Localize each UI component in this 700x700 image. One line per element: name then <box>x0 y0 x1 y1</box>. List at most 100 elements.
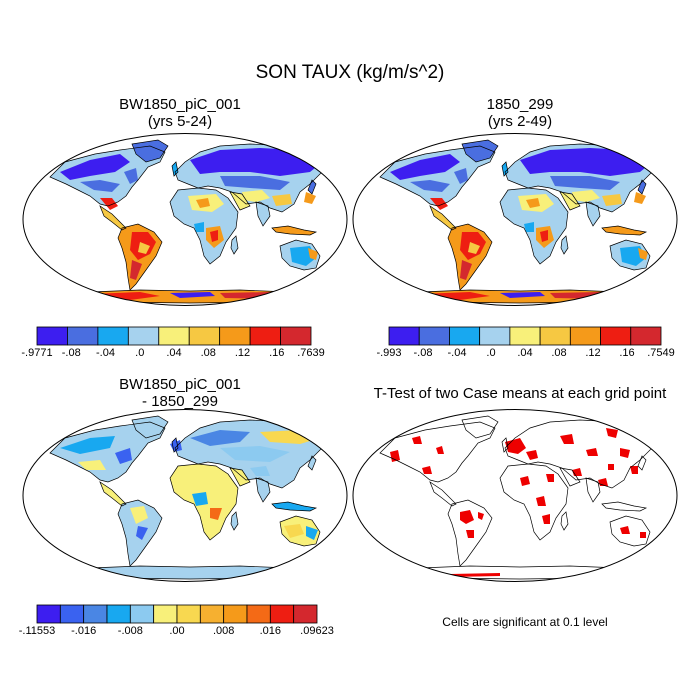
coastline-sa <box>447 223 493 291</box>
coastline-nz <box>325 263 337 279</box>
colorbar-tick-label: .04 <box>517 347 533 359</box>
field-patch <box>250 466 270 476</box>
field-patch <box>410 180 450 192</box>
colorbar-tick-label: -.04 <box>96 347 115 359</box>
coastline-af <box>169 463 239 541</box>
land-jp <box>638 456 646 470</box>
significant-cell <box>620 526 630 534</box>
field-patch <box>130 260 142 280</box>
panel3-title-line1: BW1850_piC_001 <box>119 376 241 393</box>
land-an <box>378 566 655 579</box>
colorbar-swatch <box>280 326 312 346</box>
field-patch <box>430 198 448 210</box>
colorbar-panel-2 <box>388 326 662 346</box>
coastline-gr <box>131 415 169 439</box>
significant-cell <box>422 466 432 474</box>
significant-cell <box>460 510 474 524</box>
field-patch <box>390 154 460 180</box>
colorbar-tick-label: -.993 <box>376 347 402 359</box>
field-patch <box>60 436 115 454</box>
land-in <box>586 478 600 502</box>
land-au <box>610 516 650 546</box>
significant-cell <box>478 512 484 520</box>
land-af <box>500 464 568 540</box>
coastline-au <box>609 515 651 547</box>
colorbar-tick-label: -.11553 <box>18 625 56 637</box>
significant-cell <box>542 514 550 524</box>
land-ca <box>100 482 126 506</box>
colorbar-tick-label: .0 <box>486 347 496 359</box>
coastline-md <box>230 511 239 531</box>
colorbar-tick-label: .0 <box>135 347 145 359</box>
land-an <box>48 566 325 579</box>
colorbar-swatch <box>36 326 68 346</box>
land-ar <box>230 192 250 210</box>
coastline-ca <box>99 481 127 507</box>
coastline-in <box>585 201 601 227</box>
coastline-af <box>169 187 239 265</box>
field-patch <box>210 230 218 242</box>
colorbar-tick-label: .016 <box>259 625 282 637</box>
coastline-jp <box>637 179 647 195</box>
field-patch <box>306 526 318 540</box>
field-patch <box>115 448 132 464</box>
colorbar-swatch <box>569 326 601 346</box>
coastline-gr <box>461 139 499 163</box>
field-patch <box>526 198 540 208</box>
coastline-jp <box>637 455 647 471</box>
coastline-uk <box>171 437 179 453</box>
significant-cell <box>466 530 474 538</box>
colorbar-tick-label: -.04 <box>447 347 467 359</box>
significant-cell <box>606 428 618 438</box>
map-land-layer <box>376 415 667 580</box>
map-border <box>352 409 678 582</box>
colorbar-panel-3-labels: -.11553 -.016 -.008 .00 .008 .016 .09623 <box>19 625 334 639</box>
coastline-ar <box>559 467 581 487</box>
coastline-eu <box>174 143 333 213</box>
coastline-md <box>560 511 569 531</box>
land-gr <box>462 416 498 438</box>
field-patch <box>468 242 480 254</box>
land-nz <box>326 264 336 278</box>
colorbar-swatch <box>509 326 541 346</box>
panel1-title: BW1850_piC_001 (yrs 5-24) <box>55 96 305 130</box>
significant-cell <box>536 496 546 506</box>
colorbar-swatch <box>249 326 281 346</box>
field-patch <box>210 508 222 520</box>
land-nz <box>326 540 336 554</box>
field-patch <box>272 194 292 206</box>
coastline-gr <box>131 139 169 163</box>
colorbar-swatch <box>269 604 295 624</box>
colorbar-swatch <box>199 604 225 624</box>
land-jp <box>308 456 316 470</box>
colorbar-tick-label: .04 <box>166 347 182 359</box>
colorbar-tick-label: -.008 <box>117 625 143 637</box>
land-md <box>561 236 568 254</box>
land-gr <box>132 140 168 162</box>
colorbar-swatch <box>449 326 481 346</box>
coastline-ca <box>429 481 457 507</box>
panel2-title-line2: (yrs 2-49) <box>487 113 553 130</box>
coastline-ca <box>429 205 457 231</box>
land-in <box>256 478 270 502</box>
coastline-nz <box>655 263 667 279</box>
field-patch <box>550 176 620 190</box>
map-border <box>22 409 348 582</box>
significant-cell <box>620 448 630 458</box>
colorbar-swatch <box>219 326 251 346</box>
field-patch <box>80 180 120 192</box>
field-patch <box>192 492 208 506</box>
coastline-au <box>279 515 321 547</box>
field-patch <box>572 190 600 202</box>
field-patch <box>634 192 646 204</box>
field-patch <box>180 468 230 490</box>
field-patch <box>638 248 648 260</box>
colorbar-tick-label: .16 <box>619 347 635 359</box>
land-md <box>231 236 238 254</box>
coastline-eu <box>504 419 663 489</box>
panel1-title-line1: BW1850_piC_001 <box>119 96 241 113</box>
land-ca <box>100 206 126 230</box>
coastline-na <box>379 421 496 483</box>
coastline-ar <box>229 191 251 211</box>
colorbar-tick-label: -.08 <box>61 347 81 359</box>
